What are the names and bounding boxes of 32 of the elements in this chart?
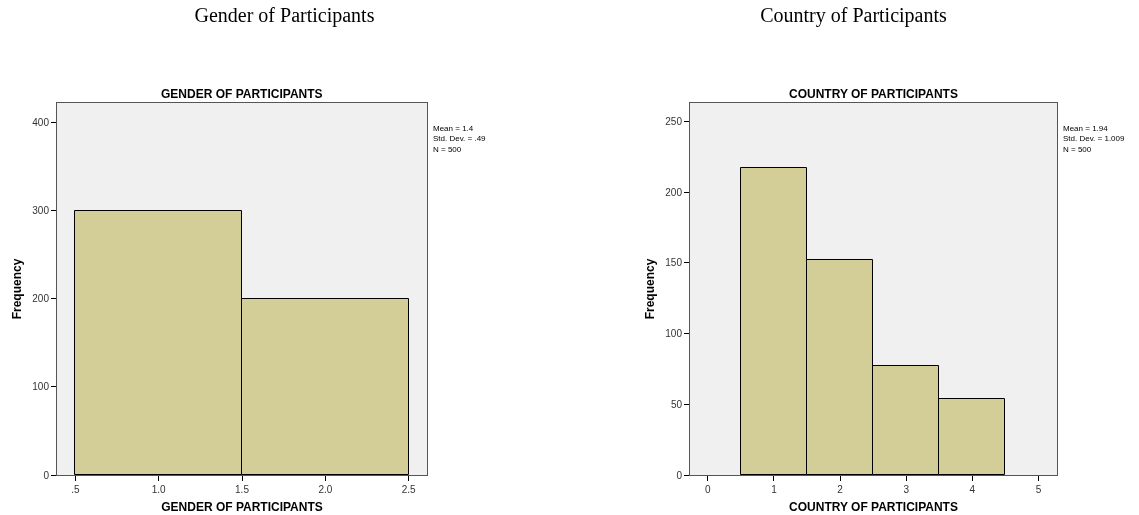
y-tick-label: 200 — [32, 293, 50, 305]
chart-subtitle: COUNTRY OF PARTICIPANTS — [789, 87, 958, 101]
y-tick-label: 0 — [43, 469, 50, 481]
y-tick-label: 100 — [665, 328, 683, 340]
y-tick-label: 150 — [665, 257, 683, 269]
y-tick-label: 50 — [670, 398, 683, 410]
x-tick-label: 4 — [969, 484, 976, 495]
x-tick-label: 5 — [1035, 484, 1042, 495]
x-tick-label: 2 — [837, 484, 844, 495]
x-tick-label: 1 — [771, 484, 778, 495]
x-tick-label: 2.0 — [318, 484, 333, 495]
x-tick-label: 1.0 — [151, 484, 167, 495]
x-tick-label: 0 — [705, 484, 712, 495]
chart-subtitle: GENDER OF PARTICIPANTS — [161, 87, 323, 101]
chart-title: Country of Participants — [760, 3, 948, 27]
y-tick-label: 300 — [32, 205, 50, 217]
y-tick-label: 0 — [676, 469, 683, 481]
x-axis-title: COUNTRY OF PARTICIPANTS — [789, 499, 958, 514]
x-tick-label: 1.5 — [235, 484, 250, 495]
x-tick-label: 2.5 — [401, 484, 417, 495]
text: Mean = 1.4 Std. Dev. = .49 N = 500 — [433, 124, 487, 154]
y-tick-label: 400 — [32, 116, 50, 128]
y-axis-title: Frequency — [642, 258, 657, 320]
text: Mean = 1.94 Std. Dev. = 1.009 N = 500 — [1063, 124, 1125, 154]
y-tick-label: 100 — [32, 381, 50, 393]
x-axis-title: GENDER OF PARTICIPANTS — [161, 499, 323, 514]
y-axis-title: Frequency — [9, 258, 24, 320]
chart-title: Gender of Participants — [194, 3, 375, 27]
y-tick-label: 200 — [665, 186, 683, 198]
x-tick-label: 3 — [903, 484, 910, 495]
y-tick-label: 250 — [665, 115, 683, 127]
x-tick-label: .5 — [71, 484, 80, 495]
